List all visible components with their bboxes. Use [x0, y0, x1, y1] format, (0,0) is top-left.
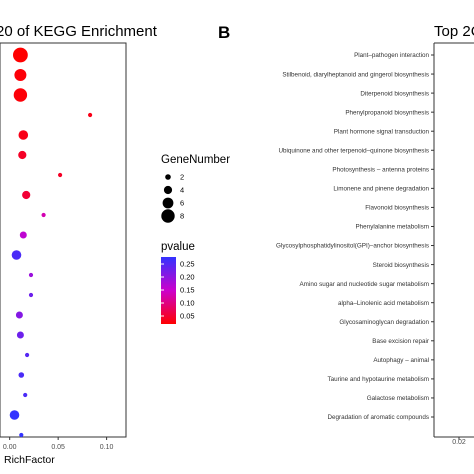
pathway-label: Steroid biosynthesis: [373, 262, 429, 269]
panel-a-plot: [0, 42, 127, 438]
panel-a-x-label: RichFactor: [4, 454, 55, 466]
color-legend-label: 0.05: [180, 312, 195, 321]
size-legend-label: 8: [180, 212, 184, 221]
enrichment-point: [15, 311, 23, 319]
pathway-label: Plant–pathogen interaction: [354, 52, 429, 59]
x-tick-label: 0.10: [100, 444, 114, 451]
enrichment-point: [18, 150, 27, 160]
pathway-label: Glycosaminoglycan degradation: [339, 319, 429, 326]
pathway-label: Stilbenoid, diarylheptanoid and gingerol…: [282, 71, 429, 78]
pathway-label: Glycosylphosphatidylinositol(GPI)–anchor…: [276, 243, 429, 250]
enrichment-point: [28, 292, 34, 298]
size-legend-label: 2: [180, 173, 184, 182]
panel-a-x-ticks: 0.00 0.05 0.10: [3, 437, 114, 451]
enrichment-point: [13, 47, 28, 63]
pathway-label: Plant hormone signal transduction: [334, 128, 430, 135]
pathway-label: alpha–Linolenic acid metabolism: [338, 300, 429, 307]
enrichment-point: [23, 392, 28, 398]
enrichment-point: [13, 88, 28, 102]
color-legend-label: 0.25: [180, 260, 195, 269]
color-legend-label: 0.10: [180, 299, 195, 308]
panel-a-frame: [0, 42, 127, 438]
enrichment-point: [25, 352, 30, 358]
enrichment-point: [18, 130, 29, 140]
enrichment-point: [41, 212, 46, 218]
pathway-label: Taurine and hypotaurine metabolism: [327, 376, 429, 383]
enrichment-point: [58, 172, 63, 178]
enrichment-point: [16, 331, 24, 339]
size-legend-dot: [161, 209, 175, 223]
color-legend-label: 0.20: [180, 273, 195, 282]
enrichment-point: [19, 231, 27, 239]
pathway-label: Photosynthesis – antenna proteins: [332, 167, 429, 174]
enrichment-point: [28, 272, 34, 278]
pathway-label: Diterpenoid biosynthesis: [360, 90, 429, 97]
size-legend-label: 4: [180, 186, 184, 195]
pathway-label: Limonene and pinene degradation: [333, 186, 429, 193]
enrichment-point: [22, 190, 31, 200]
pathway-label: Autophagy – animal: [373, 357, 429, 364]
enrichment-point: [18, 372, 25, 378]
pathway-label: Phenylalanine metabolism: [355, 224, 429, 231]
color-legend-label: 0.15: [180, 286, 195, 295]
color-legend-labels: 0.25 0.20 0.15 0.10 0.05: [161, 260, 195, 321]
pathway-label: Phenylpropanoid biosynthesis: [345, 109, 429, 116]
size-legend-dot: [165, 174, 171, 180]
pathway-label: Base excision repair: [372, 338, 429, 345]
panel-b-title: Top 2C: [434, 23, 474, 40]
panel-b-letter: B: [218, 23, 230, 42]
enrichment-point: [19, 432, 24, 438]
enrichment-point: [88, 112, 93, 118]
x-tick-label: 0.00: [3, 444, 17, 451]
pathway-label: Amino sugar and nucleotide sugar metabol…: [299, 281, 429, 288]
size-legend-dot: [162, 197, 174, 209]
pvalue-colorbar: [161, 257, 176, 324]
size-legend-dot: [163, 185, 173, 195]
size-legend-label: 6: [180, 199, 184, 208]
enrichment-point: [11, 250, 22, 260]
enrichment-point: [9, 410, 20, 420]
size-legend: 2 4 6 8: [161, 173, 184, 223]
panel-a-title: 20 of KEGG Enrichment: [0, 23, 158, 40]
pathway-label: Degradation of aromatic compounds: [327, 414, 429, 421]
panel-b-plot: Plant–pathogen interaction Stilbenoid, di…: [276, 42, 474, 440]
pathway-label: Ubiquinone and other terpenoid–quinone b…: [278, 147, 429, 154]
pathway-label: Flavonoid biosynthesis: [365, 205, 429, 212]
legend-size-title: GeneNumber: [161, 154, 230, 166]
legend-color-title: pvalue: [161, 241, 195, 253]
x-tick-label: 0.05: [51, 444, 65, 451]
enrichment-point: [14, 69, 27, 81]
panel-b-x-tick: 0.02: [452, 439, 466, 446]
pathway-label: Galactose metabolism: [367, 395, 429, 402]
